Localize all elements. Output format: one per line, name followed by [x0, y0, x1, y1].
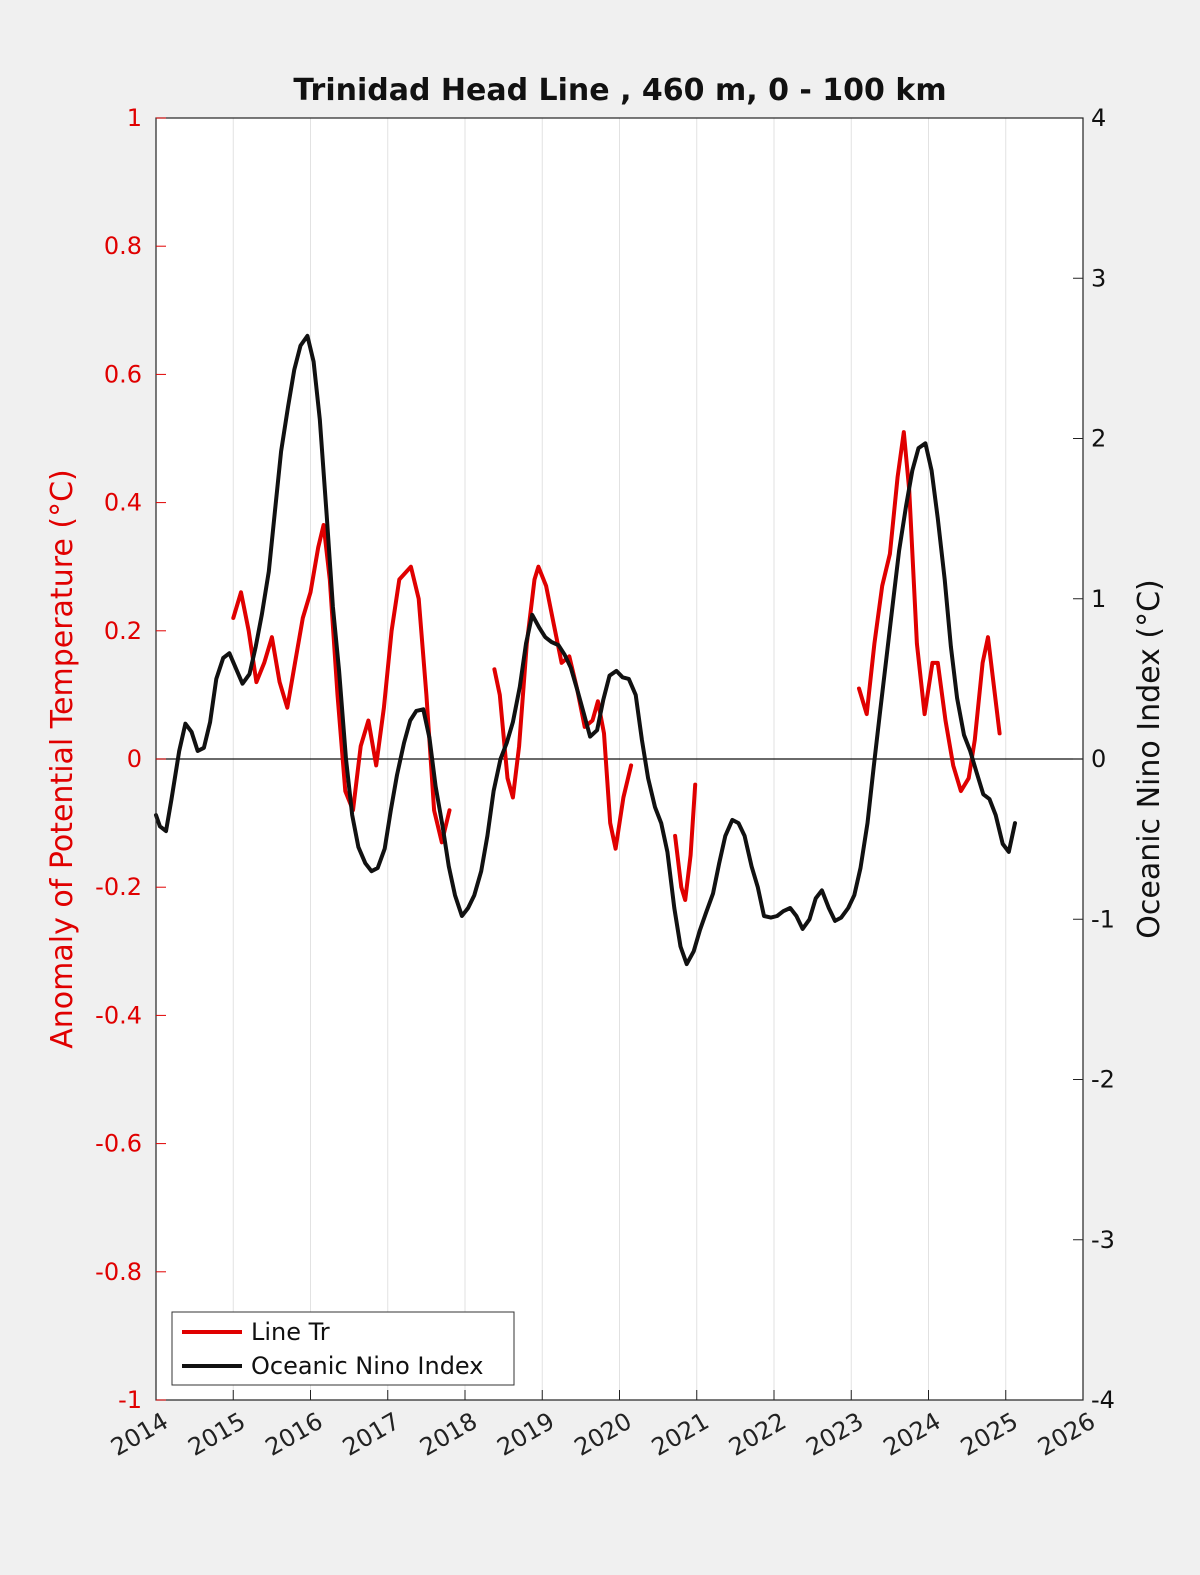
chart-title: Trinidad Head Line , 460 m, 0 - 100 km: [293, 73, 946, 108]
x-tick-label: 2021: [647, 1407, 714, 1462]
series-line-oceanic-nino-index-segment-0: [154, 333, 1017, 967]
right-y-tick-label: -3: [1091, 1226, 1115, 1254]
left-y-tick-label: 0.2: [104, 617, 142, 645]
x-tick-label: 2018: [415, 1407, 482, 1462]
x-tick-label: 2023: [801, 1407, 868, 1462]
legend-label-line-tr: Line Tr: [251, 1318, 330, 1346]
x-tick-label: 2022: [724, 1407, 791, 1462]
legend-box: [171, 1311, 515, 1386]
left-y-tick-label: 0: [127, 745, 142, 773]
x-tick-label: 2017: [338, 1407, 405, 1462]
left-y-tick-label: -1: [118, 1386, 142, 1414]
left-y-tick-label: 0.4: [104, 489, 142, 517]
series-line-line-tr-segment-1: [492, 564, 634, 851]
right-y-tick-label: 4: [1091, 104, 1106, 132]
left-y-tick-label: 0.8: [104, 232, 142, 260]
x-tick-label: 2024: [879, 1407, 946, 1462]
series-line-line-tr-segment-0: [231, 523, 452, 845]
right-y-tick-label: -1: [1091, 905, 1115, 933]
left-axis-label: Anomaly of Potential Temperature (°C): [45, 469, 80, 1048]
x-tick-label: 2025: [956, 1407, 1023, 1462]
legend: Line Tr Oceanic Nino Index: [171, 1311, 515, 1386]
right-y-tick-label: -2: [1091, 1066, 1115, 1094]
x-tick-label: 2015: [183, 1407, 250, 1462]
right-y-tick-label: 1: [1091, 585, 1106, 613]
series-line-line-tr-segment-3: [857, 430, 1002, 794]
left-y-tick-label: -0.6: [95, 1130, 142, 1158]
right-y-tick-label: 3: [1091, 264, 1106, 292]
x-tick-label: 2014: [106, 1407, 173, 1462]
x-tick-label: 2026: [1033, 1407, 1100, 1462]
left-y-tick-label: 1: [127, 104, 142, 132]
right-y-tick-label: 2: [1091, 425, 1106, 453]
x-tick-label: 2019: [492, 1407, 559, 1462]
series-line-line-tr-segment-2: [673, 782, 698, 902]
x-tick-label: 2020: [570, 1407, 637, 1462]
right-axis-label: Oceanic Nino Index (°C): [1132, 579, 1167, 939]
left-y-tick-label: -0.8: [95, 1258, 142, 1286]
left-y-tick-label: -0.2: [95, 873, 142, 901]
series-layer: [154, 333, 1017, 967]
legend-label-oni: Oceanic Nino Index: [251, 1352, 483, 1380]
right-y-tick-label: -4: [1091, 1386, 1115, 1414]
left-y-tick-label: 0.6: [104, 360, 142, 388]
right-y-tick-label: 0: [1091, 745, 1106, 773]
x-tick-label: 2016: [261, 1407, 328, 1462]
left-y-tick-label: -0.4: [95, 1001, 142, 1029]
